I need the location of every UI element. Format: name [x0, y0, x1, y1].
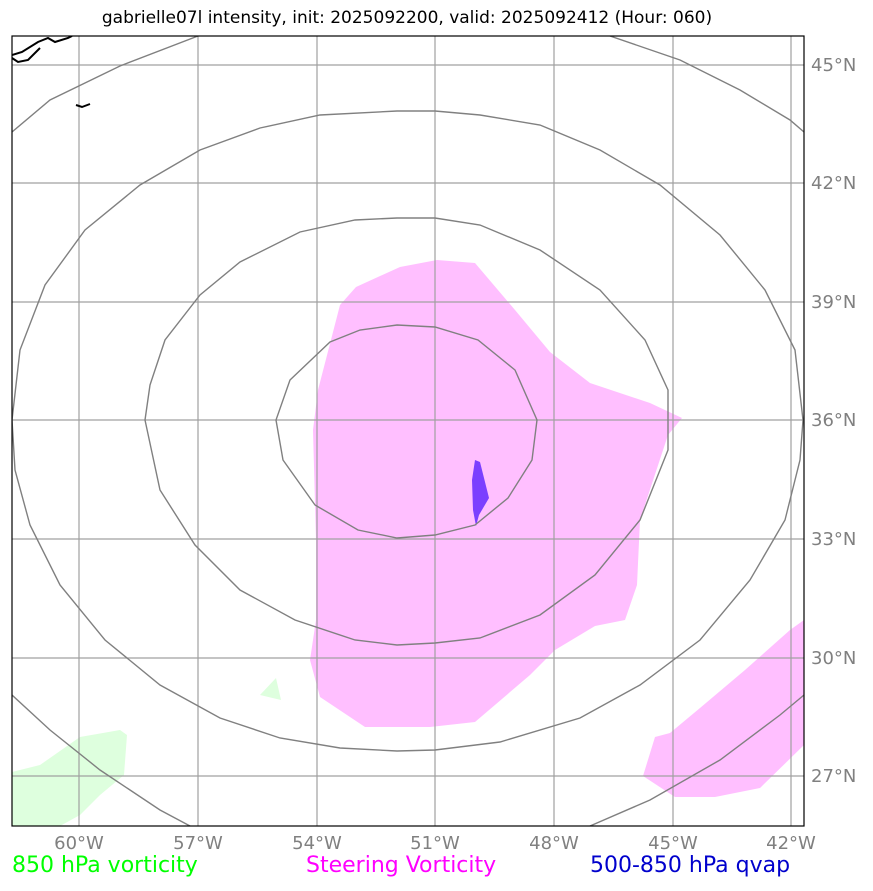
lat-label: 36°N: [811, 410, 856, 431]
lon-label: 51°W: [410, 833, 460, 854]
graticule: [12, 36, 804, 826]
contour-ring-1: [275, 324, 538, 539]
legend-850-vorticity: 850 hPa vorticity: [12, 853, 198, 878]
lon-label: 57°W: [173, 833, 223, 854]
lat-label: 33°N: [811, 529, 856, 550]
contour-ring-4b: [609, 36, 804, 133]
contour-ring-4: [12, 36, 199, 133]
map-frame: [11, 35, 805, 827]
coastline: [12, 36, 91, 109]
lon-label: 48°W: [529, 833, 579, 854]
contour-ring-4c: [12, 694, 191, 826]
contour-ring-2: [144, 217, 669, 646]
lat-label: 27°N: [811, 766, 856, 787]
contour-ring-3: [12, 110, 804, 752]
map-title: gabrielle07l intensity, init: 2025092200…: [101, 8, 713, 28]
lat-label: 39°N: [811, 292, 856, 313]
lat-label: 42°N: [811, 173, 856, 194]
vorticity-850-area-southwest: [12, 730, 127, 826]
legend-steering-vorticity: Steering Vorticity: [306, 853, 497, 878]
longitude-labels: 60°W 57°W 54°W 51°W 48°W 45°W 42°W: [54, 833, 816, 854]
steering-vorticity-area-southeast: [643, 620, 804, 797]
lat-label: 30°N: [811, 648, 856, 669]
latitude-labels: 45°N 42°N 39°N 36°N 33°N 30°N 27°N: [811, 55, 856, 787]
contour-ring-4d: [589, 694, 804, 826]
legend-qvap: 500-850 hPa qvap: [590, 853, 791, 878]
lon-label: 54°W: [292, 833, 342, 854]
qvap-area: [472, 460, 489, 526]
vorticity-850-area-small: [260, 678, 281, 700]
lon-label: 42°W: [766, 833, 816, 854]
lon-label: 45°W: [648, 833, 698, 854]
steering-vorticity-area-main: [310, 260, 682, 727]
pressure-contours: [12, 36, 804, 826]
lon-label: 60°W: [54, 833, 104, 854]
lat-label: 45°N: [811, 55, 856, 76]
